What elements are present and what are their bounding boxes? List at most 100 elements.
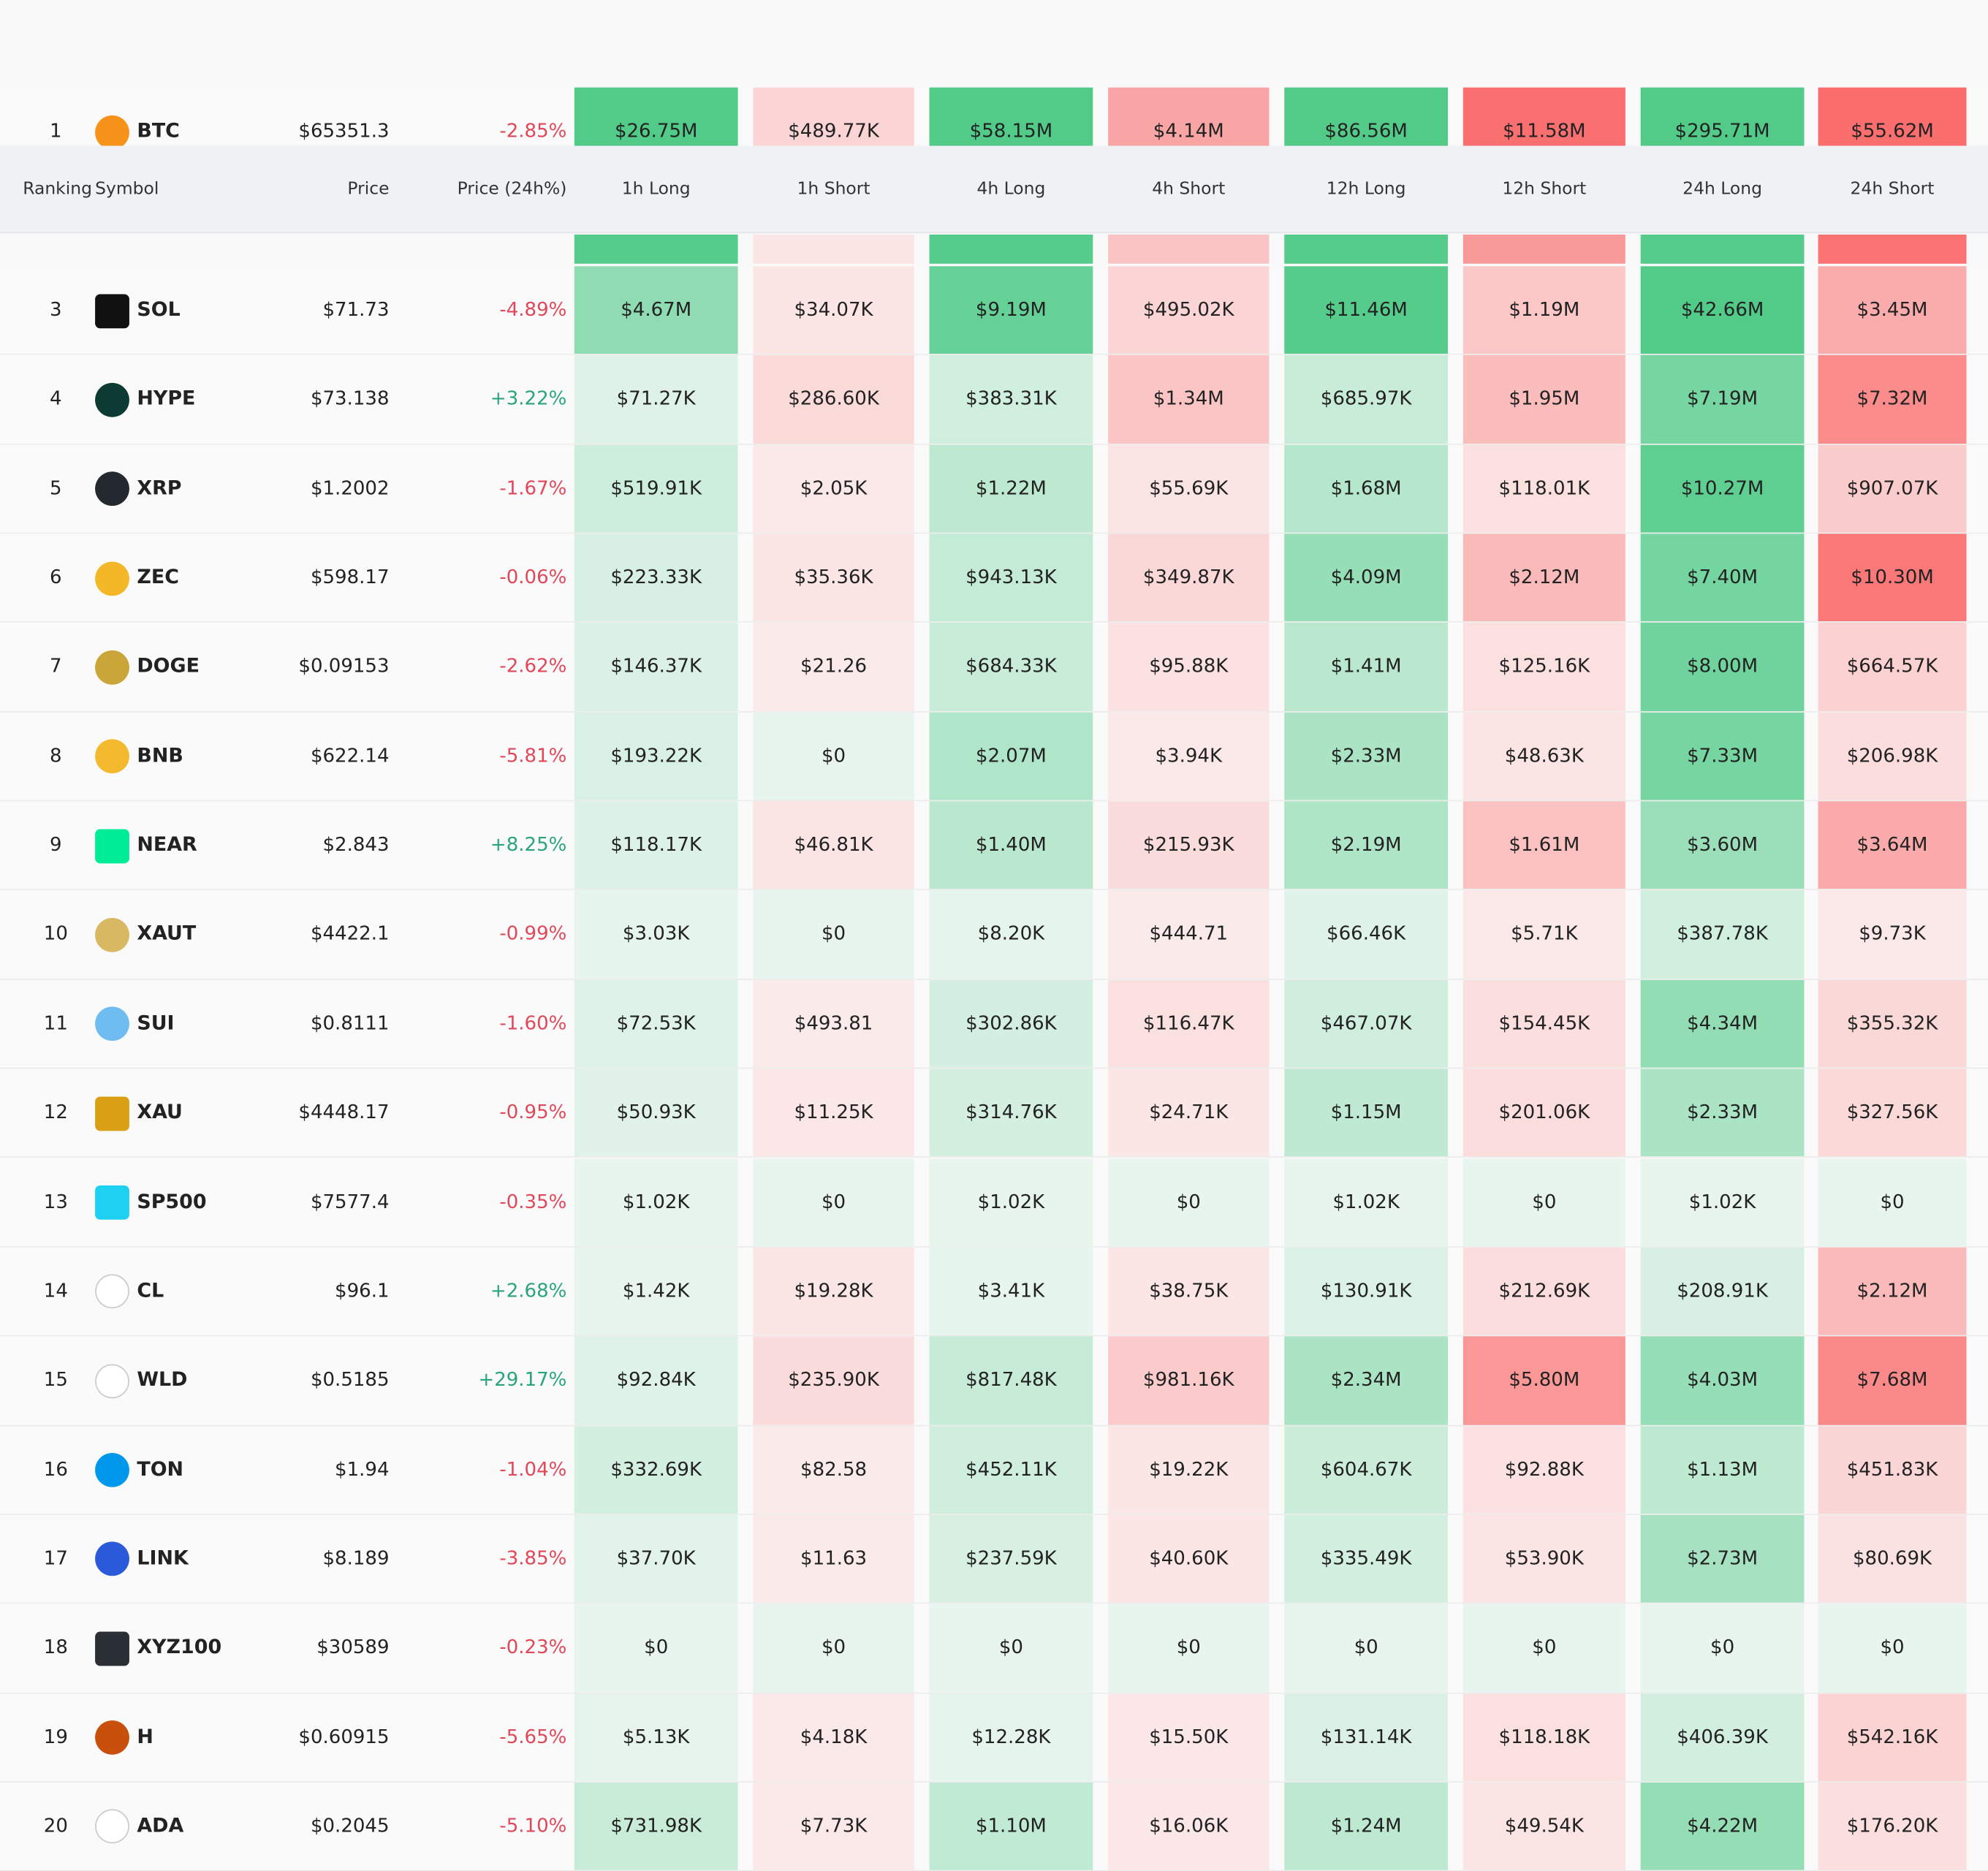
table-row[interactable]: 9 NEAR $2.843 +8.25% $118.17K $46.81K $1.40M $2… [0, 801, 1988, 891]
liquidation-value: $2.05K [800, 476, 868, 499]
table-row[interactable]: 4 HYPE $73.138 +3.22% $71.27K $286.60K $383.31… [0, 355, 1988, 445]
heat-cell [1462, 1069, 1625, 1157]
heat-cell [574, 1336, 738, 1424]
symbol: WLD [137, 1368, 188, 1392]
column-header[interactable]: 12h Long [1326, 178, 1406, 200]
table-row[interactable]: 12 XAU $4448.17 -0.95% $50.93K $11.25K $314.76… [0, 1069, 1988, 1158]
liquidation-value: $5.13K [622, 1725, 690, 1748]
heat-cell [1462, 712, 1625, 800]
column-header[interactable]: 12h Short [1502, 178, 1587, 200]
liquidation-value: $11.63 [800, 1546, 868, 1570]
symbol: SOL [137, 297, 181, 321]
symbol: ADA [137, 1814, 184, 1837]
table-row[interactable]: 13 SP500 $7577.4 -0.35% $1.02K $0 $1.02K $0 $1.0… [0, 1158, 1988, 1248]
table-row[interactable]: 20 ADA $0.2045 -5.10% $731.98K $7.73K $1.10M $1… [0, 1782, 1988, 1871]
coin-icon [95, 828, 129, 863]
price-change: -5.81% [499, 743, 567, 767]
heat-cell [929, 1425, 1093, 1514]
heat-cell [1284, 890, 1449, 979]
liquidation-value: $16.06K [1149, 1814, 1229, 1837]
heat-cell [1462, 355, 1625, 444]
price-change: +3.22% [490, 387, 567, 410]
table-header: Ranking Symbol Price Price (24h%) 1h Long 1h … [0, 145, 1988, 234]
heat-cell [1108, 801, 1270, 889]
liquidation-value: $1.40M [975, 832, 1047, 857]
liquidation-value: $86.56M [1324, 119, 1408, 143]
liquidation-value: $383.31K [965, 387, 1057, 410]
liquidation-value: $118.01K [1498, 476, 1590, 499]
liquidation-value: $3.03K [622, 922, 690, 946]
liquidation-value: $131.14K [1320, 1725, 1412, 1748]
table-row[interactable]: 5 XRP $1.2002 -1.67% $519.91K $2.05K $1.22M $55… [0, 444, 1988, 534]
liquidation-value: $7.19M [1687, 387, 1759, 410]
rank: 5 [50, 476, 62, 499]
table-row[interactable]: 19 H $0.60915 -5.65% $5.13K $4.18K $12.28K $15.… [0, 1693, 1988, 1783]
heat-cell [1462, 1336, 1625, 1424]
column-header[interactable]: 24h Long [1682, 178, 1762, 200]
liquidation-value: $237.59K [965, 1546, 1057, 1570]
liquidation-value: $3.60M [1687, 832, 1759, 857]
liquidation-value: $1.02K [1332, 1190, 1400, 1213]
heat-cell [753, 1069, 914, 1157]
table-row[interactable]: 6 ZEC $598.17 -0.06% $223.33K $35.36K $943.13K… [0, 534, 1988, 623]
column-header[interactable]: 24h Short [1850, 178, 1935, 200]
column-header[interactable]: 1h Short [797, 178, 870, 200]
liquidation-value: $4.22M [1687, 1814, 1759, 1837]
liquidation-value: $235.90K [788, 1368, 879, 1392]
table-row[interactable]: 7 DOGE $0.09153 -2.62% $146.37K $21.26 $684.33… [0, 623, 1988, 713]
liquidation-value: $489.77K [788, 119, 879, 143]
heat-cell [1284, 623, 1449, 711]
liquidation-value: $95.88K [1149, 654, 1229, 678]
liquidation-value: $0 [1354, 1636, 1378, 1659]
heat-cell [929, 1247, 1093, 1335]
table-row[interactable]: 3 SOL $71.73 -4.89% $4.67M $34.07K $9.19M $495.… [0, 266, 1988, 356]
liquidation-value: $444.71 [1149, 922, 1229, 946]
liquidation-value: $1.02K [622, 1190, 690, 1213]
coin-icon [95, 650, 129, 685]
liquidation-value: $1.22M [975, 476, 1047, 499]
heat-cell [1108, 1336, 1270, 1424]
table-row[interactable]: 16 TON $1.94 -1.04% $332.69K $82.58 $452.11K $1… [0, 1425, 1988, 1515]
price: $0.2045 [310, 1814, 390, 1837]
table-row[interactable]: 18 XYZ100 $30589 -0.23% $0 $0 $0 $0 $0 $0 $0 $0 [0, 1604, 1988, 1693]
heat-cell [1818, 979, 1967, 1068]
heat-cell [753, 1693, 914, 1782]
heat-cell [929, 1693, 1093, 1782]
heat-cell [1108, 1514, 1270, 1604]
table-row[interactable]: 8 BNB $622.14 -5.81% $193.22K $0 $2.07M $3.94K $… [0, 712, 1988, 802]
liquidation-value: $37.70K [616, 1546, 696, 1570]
table-row[interactable]: 15 WLD $0.5185 +29.17% $92.84K $235.90K $817.4… [0, 1336, 1988, 1426]
liquidation-value: $0 [822, 743, 846, 767]
rank: 11 [43, 1011, 68, 1035]
table-row[interactable]: 10 XAUT $4422.1 -0.99% $3.03K $0 $8.20K $444.71… [0, 890, 1988, 980]
liquidation-value: $24.71K [1149, 1100, 1229, 1124]
liquidation-value: $2.73M [1687, 1546, 1759, 1570]
column-header[interactable]: 4h Short [1152, 178, 1226, 200]
heat-cell [1108, 890, 1270, 979]
liquidation-value: $48.63K [1504, 743, 1584, 767]
symbol: XYZ100 [137, 1636, 222, 1659]
heat-cell [1640, 266, 1805, 354]
column-header[interactable]: 1h Long [621, 178, 691, 200]
column-header[interactable]: Price (24h%) [457, 178, 567, 200]
row-strip [929, 234, 1093, 264]
table-row[interactable]: 11 SUI $0.8111 -1.60% $72.53K $493.81 $302.86K… [0, 979, 1988, 1069]
price-change: +8.25% [490, 832, 567, 857]
liquidation-value: $206.98K [1846, 743, 1938, 767]
symbol: XAUT [137, 922, 197, 946]
liquidation-value: $1.24M [1330, 1814, 1402, 1837]
price: $4448.17 [298, 1100, 390, 1124]
column-header[interactable]: 4h Long [976, 178, 1046, 200]
column-header: Symbol [95, 178, 159, 200]
heat-cell [1818, 1514, 1967, 1604]
heat-cell [1640, 623, 1805, 711]
heat-cell [929, 1782, 1093, 1871]
table-row[interactable]: 14 CL $96.1 +2.68% $1.42K $19.28K $3.41K $38.75… [0, 1247, 1988, 1337]
price: $8.189 [322, 1546, 390, 1570]
liquidation-value: $58.15M [969, 119, 1053, 143]
heat-cell [574, 266, 738, 354]
table-row[interactable]: 17 LINK $8.189 -3.85% $37.70K $11.63 $237.59K $… [0, 1514, 1988, 1604]
heat-cell [1818, 1247, 1967, 1335]
heat-cell [1818, 1158, 1967, 1246]
column-header[interactable]: Price [347, 178, 390, 200]
